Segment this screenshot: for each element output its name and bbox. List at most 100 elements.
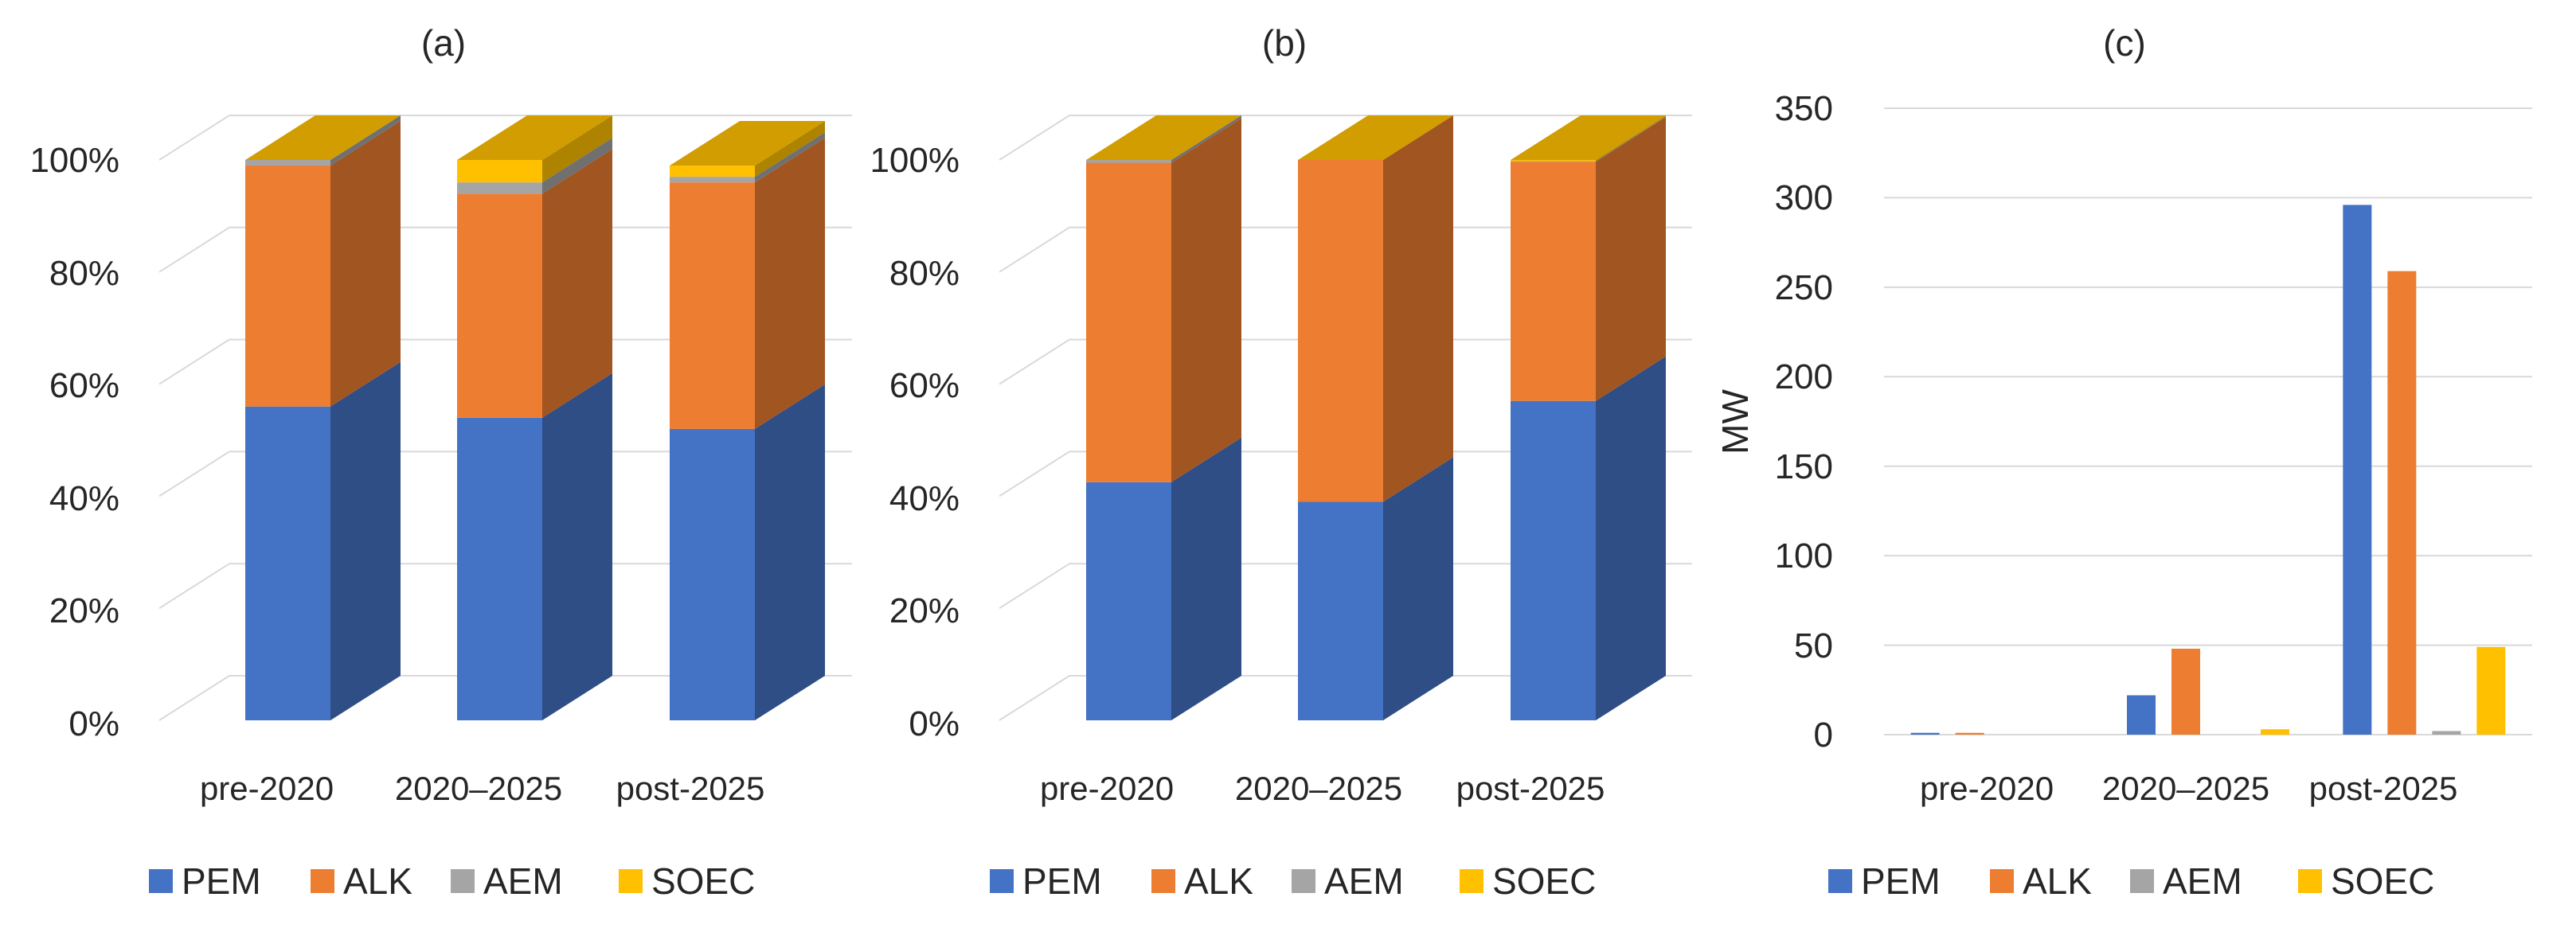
panel-a-gridline-1 — [158, 563, 852, 610]
panel-a-ytick-3: 60% — [49, 366, 119, 405]
panel-b-gridline-2 — [999, 450, 1692, 497]
panel-c-legend-swatch-soec — [2298, 869, 2322, 893]
panel-b-category-0: pre-2020 — [1040, 770, 1174, 807]
panel-a-bar-post-2025-alk-side — [755, 138, 825, 429]
panel-c-ytick-1: 50 — [1794, 626, 1833, 665]
panel-a-bar-post-2025-soec — [670, 166, 755, 177]
panel-a-gridline-4 — [158, 226, 852, 273]
panel-b-legend-swatch-soec — [1460, 869, 1483, 893]
panel-a-gridlines — [158, 115, 852, 721]
panel-a-gridline-2 — [158, 450, 852, 497]
panel-a-bars — [245, 115, 825, 720]
panel-a-bar-2020-2025-alk — [457, 193, 542, 418]
panel-a-category-1: 2020–2025 — [395, 770, 562, 807]
panel-b-legend-label-aem: AEM — [1324, 860, 1404, 902]
panel-b-ytick-5: 100% — [870, 141, 960, 180]
panel-b-bar-post-2025-alk — [1511, 162, 1596, 401]
panel-b-gridline-5 — [999, 115, 1692, 161]
panel-a-y-tick-labels: 0% 20% 40% 60% 80% 100% — [29, 141, 119, 743]
panel-a-gridline-0 — [158, 675, 852, 721]
panel-a-bar-post-2025-pem-side — [755, 384, 825, 720]
panel-b-bar-pre-2020-alk-side — [1171, 118, 1241, 482]
panel-a-bar-pre-2020-alk-side — [330, 121, 401, 407]
panel-c-gridlines — [1884, 107, 2532, 735]
panel-b-category-labels: pre-2020 2020–2025 post-2025 — [1040, 770, 1605, 807]
panel-c-title: (c) — [2103, 22, 2146, 64]
panel-b-bar-post-2025-pem — [1511, 400, 1596, 720]
panel-b-ytick-1: 20% — [889, 591, 960, 630]
panel-b-title: (b) — [1262, 22, 1307, 64]
panel-b-gridline-3 — [999, 338, 1692, 385]
panel-a-bar-post-2025-pem — [670, 428, 755, 720]
panel-c-ytick-0: 0 — [1814, 716, 1833, 755]
panel-a-bar-2020-2025-pem-side — [542, 372, 612, 720]
panel-b-ytick-4: 80% — [889, 254, 960, 293]
panel-a-bar-2020-2025-aem — [457, 182, 542, 194]
panel-a-bar-2020-2025-soec — [457, 160, 542, 183]
panel-c-bar-post-2025-soec — [2476, 646, 2506, 735]
panel-a-legend-swatch-aem — [451, 869, 475, 893]
panel-b-bar-pre-2020-top — [1086, 115, 1241, 160]
panel-b: (b) 0% 20% 40% 60% 80% 100% pre-2020 202… — [870, 22, 1692, 902]
panel-b-legend-swatch-aem — [1292, 869, 1315, 893]
panel-c-ytick-5: 250 — [1775, 268, 1833, 307]
panel-a-bar-pre-2020-aem — [245, 160, 330, 166]
panel-a-legend-swatch-soec — [619, 869, 643, 893]
panel-b-bar-post-2025-top — [1511, 115, 1666, 160]
panel-b-legend-swatch-alk — [1151, 869, 1175, 893]
panel-c-bars — [1910, 205, 2506, 735]
panel-c-ytick-7: 350 — [1775, 89, 1833, 128]
panel-c-ytick-2: 100 — [1775, 536, 1833, 575]
panel-a-bar-pre-2020-pem-side — [330, 361, 401, 720]
panel-a-bar-post-2025-alk — [670, 182, 755, 429]
panel-a-legend-label-soec: SOEC — [651, 860, 755, 902]
panel-a-bar-2020-2025-alk-side — [542, 149, 612, 418]
panel-b-ytick-0: 0% — [909, 704, 960, 743]
panel-b-bar-post-2025-soec-side — [1596, 115, 1666, 162]
panel-c-legend-label-aem: AEM — [2163, 860, 2242, 902]
panel-a-category-2: post-2025 — [616, 770, 765, 807]
panel-c-bar-2020-2025-alk — [2171, 649, 2200, 735]
panel-a-bar-pre-2020-pem — [245, 406, 330, 720]
panel-c-category-1: 2020–2025 — [2102, 770, 2269, 807]
panel-c-ytick-3: 150 — [1775, 447, 1833, 486]
panel-b-bar-pre-2020-aem — [1086, 160, 1171, 163]
panel-b-legend-swatch-pem — [990, 869, 1014, 893]
panel-b-bar-pre-2020-pem-side — [1171, 437, 1241, 720]
panel-b-bar-post-2025-aem — [1511, 161, 1596, 162]
panel-b-category-2: post-2025 — [1456, 770, 1605, 807]
panel-b-bar-post-2025-alk-side — [1596, 117, 1666, 401]
panel-b-legend-label-soec: SOEC — [1492, 860, 1596, 902]
panel-a-category-labels: pre-2020 2020–2025 post-2025 — [200, 770, 764, 807]
panel-a-ytick-5: 100% — [29, 141, 119, 180]
panel-c-bar-post-2025-pem — [2343, 205, 2372, 735]
panel-a-ytick-2: 40% — [49, 479, 119, 518]
panel-b-category-1: 2020–2025 — [1235, 770, 1402, 807]
panel-a-bar-2020-2025-top — [457, 115, 612, 160]
panel-a-gridline-5 — [158, 115, 852, 161]
panel-a-bar-2020-2025-soec-side — [542, 115, 612, 183]
panel-a-ytick-0: 0% — [68, 704, 119, 743]
panel-b-bar-post-2025-pem-side — [1596, 356, 1666, 720]
panel-a-legend: PEM ALK AEM SOEC — [149, 860, 755, 902]
panel-b-gridline-1 — [999, 563, 1692, 610]
panel-b-y-tick-labels: 0% 20% 40% 60% 80% 100% — [870, 141, 960, 743]
panel-a-bar-2020-2025-aem-side — [542, 138, 612, 194]
panel-a-bar-post-2025-soec-side — [755, 121, 825, 177]
panel-a-ytick-1: 20% — [49, 591, 119, 630]
panel-c-y-axis-label: MW — [1714, 389, 1756, 454]
panel-c-legend-swatch-alk — [1990, 869, 2014, 893]
panel-a-legend-label-aem: AEM — [483, 860, 563, 902]
panel-a-bar-post-2025-top — [670, 121, 825, 166]
panel-c: (c) MW 0 50 100 150 200 250 300 350 pre-… — [1714, 22, 2532, 902]
panel-b-bar-2020-2025-pem-side — [1383, 457, 1453, 720]
panel-b-ytick-3: 60% — [889, 366, 960, 405]
panel-a-legend-swatch-pem — [149, 869, 173, 893]
panel-a-ytick-4: 80% — [49, 254, 119, 293]
panel-a-legend-label-alk: ALK — [343, 860, 412, 902]
panel-b-ytick-2: 40% — [889, 479, 960, 518]
panel-b-gridlines — [999, 115, 1692, 721]
panel-b-bar-pre-2020-aem-side — [1171, 115, 1241, 163]
panel-b-bar-pre-2020-pem — [1086, 482, 1171, 720]
